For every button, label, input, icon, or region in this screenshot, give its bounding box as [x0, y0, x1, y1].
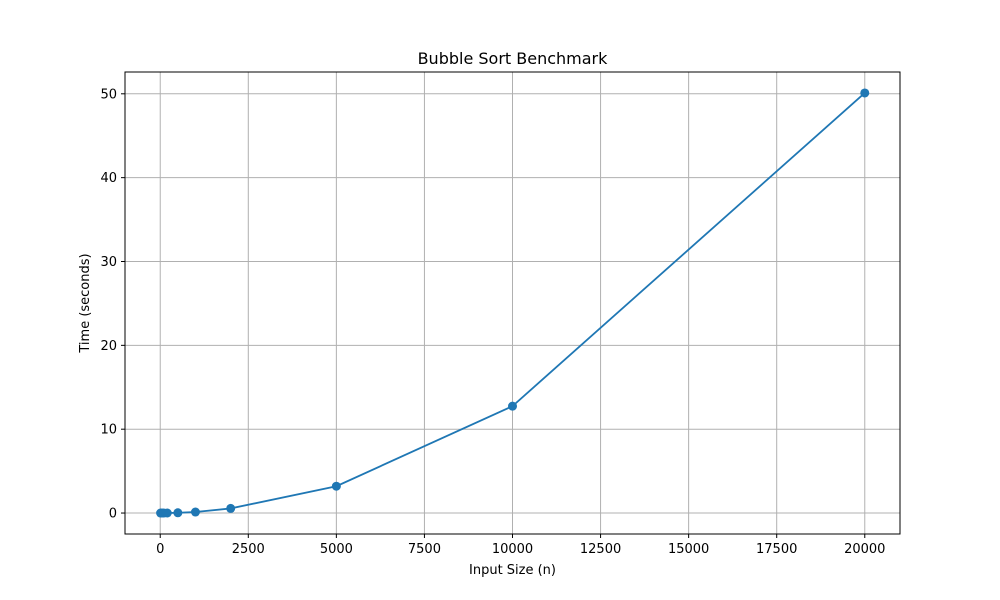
series-layer [156, 88, 870, 518]
x-tick-label: 2500 [232, 542, 265, 557]
y-axis-ticks: 0 10 20 30 40 50 [100, 87, 125, 522]
x-axis-ticks: 0 2500 5000 7500 10000 12500 15000 17500 20000 [156, 534, 885, 557]
chart-title: Bubble Sort Benchmark [418, 49, 609, 68]
data-point [860, 88, 870, 98]
y-axis-label: Time (seconds) [78, 253, 93, 353]
data-point [508, 401, 517, 411]
y-tick-label: 50 [100, 87, 117, 102]
x-axis-label: Input Size (n) [469, 563, 556, 578]
y-tick-label: 10 [100, 423, 117, 438]
y-tick-label: 30 [100, 255, 117, 270]
x-tick-label: 5000 [320, 542, 353, 557]
y-tick-label: 0 [109, 507, 117, 522]
data-point [331, 481, 341, 491]
data-point [226, 503, 236, 513]
data-point [162, 508, 172, 518]
x-tick-label: 12500 [580, 542, 621, 557]
y-tick-label: 20 [100, 339, 117, 354]
y-tick-label: 40 [100, 171, 117, 186]
x-tick-label: 7500 [408, 542, 441, 557]
x-tick-label: 20000 [844, 542, 885, 557]
x-tick-label: 17500 [756, 542, 797, 557]
data-point [173, 508, 183, 518]
x-tick-label: 15000 [668, 542, 709, 557]
data-point [190, 507, 200, 517]
x-tick-label: 0 [156, 542, 164, 557]
x-tick-label: 10000 [492, 542, 533, 557]
